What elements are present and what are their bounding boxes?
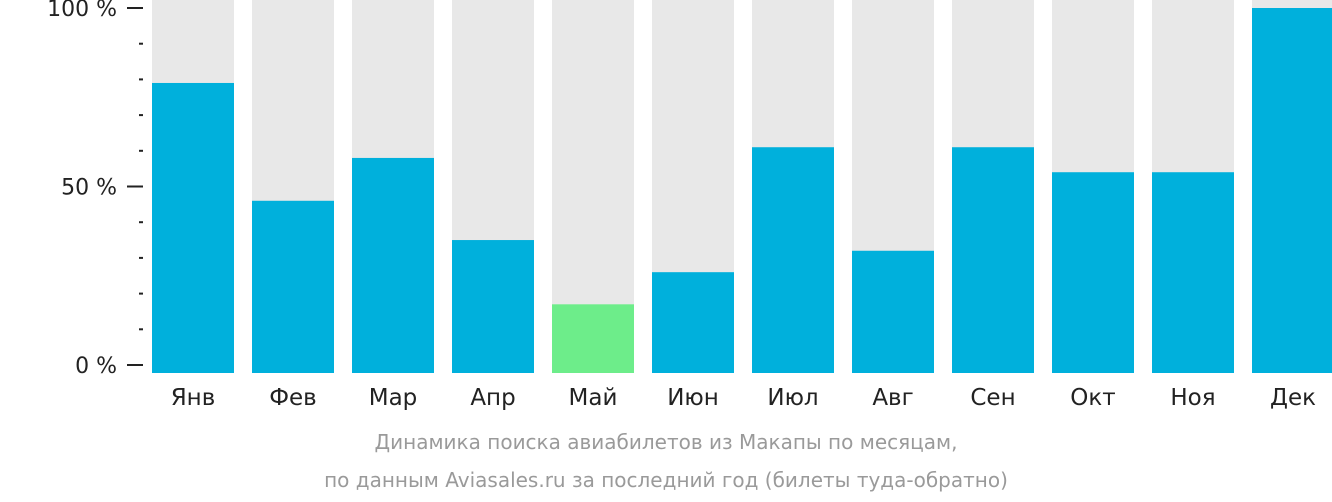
bar-Окт <box>1052 172 1134 373</box>
x-tick-label: Ноя <box>1170 385 1215 411</box>
x-tick-label: Фев <box>269 385 317 411</box>
chart-caption-line-1: Динамика поиска авиабилетов из Макапы по… <box>374 430 958 454</box>
x-tick-label: Дек <box>1270 385 1316 411</box>
data-bars <box>152 8 1332 373</box>
y-tick-label: 0 % <box>75 354 117 379</box>
x-tick-label: Сен <box>970 385 1015 411</box>
x-tick-label: Июн <box>667 385 719 411</box>
x-tick-label: Янв <box>171 385 216 411</box>
bar-Авг <box>852 250 934 373</box>
x-tick-label: Окт <box>1070 385 1115 411</box>
x-tick-label: Июл <box>767 385 818 411</box>
y-axis: 0 % 50 % 100 % <box>47 0 143 379</box>
y-tick-label: 50 % <box>61 176 117 201</box>
bar-chart: 0 % 50 % 100 % Янв Фев Мар Апр Май Июн Июл Авг Сен… <box>47 0 1332 411</box>
x-tick-label: Авг <box>872 385 913 411</box>
bar-Янв <box>152 82 234 373</box>
bar-Май <box>552 304 634 373</box>
x-tick-label: Май <box>569 385 618 411</box>
y-tick-label: 100 % <box>47 0 117 22</box>
x-axis: Янв Фев Мар Апр Май Июн Июл Авг Сен Окт Ноя Дек <box>171 385 1316 411</box>
x-tick-label: Апр <box>470 385 515 411</box>
chart-caption-line-2: по данным Aviasales.ru за последний год … <box>324 468 1008 492</box>
bar-Апр <box>452 240 534 373</box>
bar-Сен <box>952 147 1034 373</box>
bar-Июн <box>652 272 734 373</box>
x-tick-label: Мар <box>369 385 418 411</box>
bar-Мар <box>352 157 434 373</box>
bar-Фев <box>252 200 334 373</box>
bar-Июл <box>752 147 834 373</box>
bar-Ноя <box>1152 172 1234 373</box>
bar-Дек <box>1252 8 1332 373</box>
